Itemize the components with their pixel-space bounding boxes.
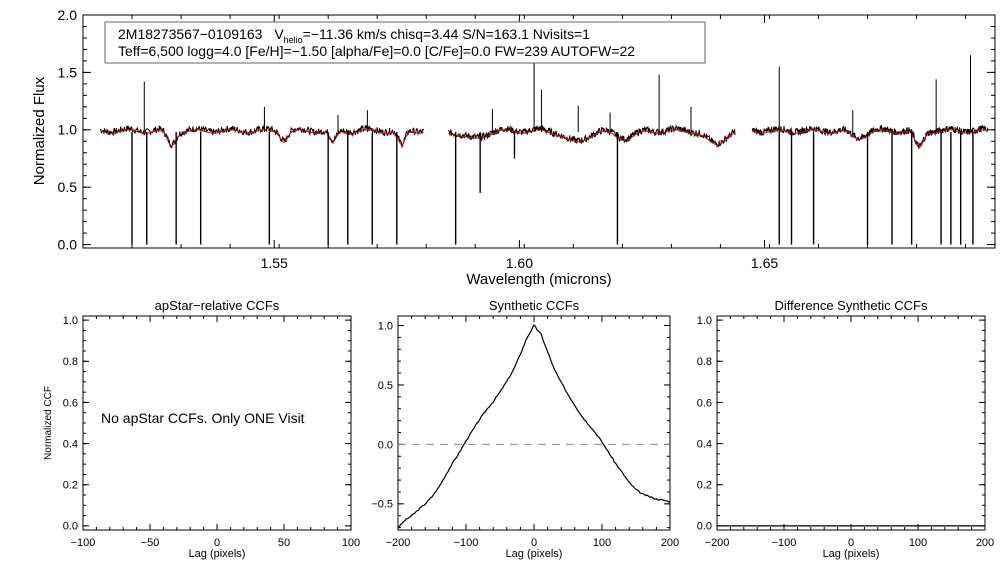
x-tick-label: 100	[342, 537, 360, 549]
y-tick-label: 1.0	[58, 122, 78, 138]
y-tick-label: 0.0	[58, 236, 78, 252]
x-tick-label: −200	[705, 537, 730, 549]
x-tick-label: 0	[214, 537, 220, 549]
ccf-apstar-title: apStar−relative CCFs	[155, 298, 280, 313]
y-tick-label: 0.4	[697, 438, 712, 450]
spectrum-chips	[99, 55, 989, 245]
v-helio-subscript: helio	[284, 35, 303, 45]
x-tick-label: 1.55	[261, 255, 288, 271]
v-helio-prefix: V	[274, 26, 284, 42]
observed-spectrum-chip-3	[751, 124, 989, 149]
ccf-diff-title: Difference Synthetic CCFs	[775, 298, 928, 313]
x-tick-label: −50	[141, 537, 160, 549]
x-tick-label: 200	[661, 537, 679, 549]
ccf-synthetic-lines	[397, 323, 671, 529]
y-tick-label: 0.6	[63, 397, 78, 409]
info-line-1-rest: =−11.36 km/s chisq=3.44 S/N=163.1 Nvisit…	[303, 26, 591, 42]
y-tick-label: 0.5	[378, 380, 393, 392]
y-tick-label: 1.0	[697, 315, 712, 327]
observed-spectrum-chip-2	[447, 124, 736, 148]
y-tick-label: 1.0	[63, 315, 78, 327]
y-tick-label: 0.4	[63, 438, 78, 450]
x-tick-label: −100	[454, 537, 479, 549]
spectrum-xlabel: Wavelength (microns)	[466, 271, 611, 288]
x-tick-label: 100	[593, 537, 611, 549]
y-tick-label: 0.2	[63, 480, 78, 492]
ccf-synthetic-panel: Synthetic CCFs −200 −100 0 100 200 −0.5 0.0 0.5…	[371, 298, 679, 560]
y-tick-label: 1.5	[58, 64, 78, 80]
x-tick-label: 100	[909, 537, 927, 549]
ccf-apstar-panel: apStar−relative CCFs −100 −50 0 50 100 0.0 0.2…	[43, 298, 360, 560]
ccf-apstar-ylabel: Normalized CCF	[43, 386, 54, 460]
model-spectrum-chip-2	[448, 129, 736, 146]
ccf-diff-ticks: −200 −100 0 100 200 0.0 0.2 0.4 0.6 0.8 1.0	[697, 315, 994, 549]
ccf-apstar-xlabel: Lag (pixels)	[189, 548, 246, 560]
x-tick-label: −200	[386, 537, 411, 549]
ccf-synthetic-frame	[397, 315, 671, 531]
x-tick-label: 1.60	[506, 255, 533, 271]
y-tick-label: 0.0	[378, 439, 393, 451]
spectrum-panel: 1.55 1.60 1.65 0.0 0.5 1.0 1.5 2.0 Normalized F…	[31, 7, 996, 288]
y-tick-label: 0.8	[63, 356, 78, 368]
ccf-synthetic-ticks: −200 −100 0 100 200 −0.5 0.0 0.5 1.0	[371, 316, 679, 549]
y-tick-label: −0.5	[371, 499, 393, 511]
model-spectrum-chip-1	[100, 129, 424, 147]
ccf-diff-xlabel: Lag (pixels)	[823, 548, 880, 560]
y-tick-label: 0.0	[697, 521, 712, 533]
info-line-1: 2M18273567−0109163 Vhelio=−11.36 km/s ch…	[118, 26, 590, 45]
x-tick-label: 50	[278, 537, 290, 549]
ccf-synthetic-xlabel: Lag (pixels)	[506, 548, 563, 560]
x-tick-label: 200	[976, 537, 994, 549]
info-line-2: Teff=6,500 logg=4.0 [Fe/H]=−1.50 [alpha/…	[118, 43, 635, 59]
spectrum-ylabel: Normalized Flux	[31, 76, 48, 185]
synthetic-ccf-line	[397, 323, 671, 529]
ccf-apstar-ticks: −100 −50 0 50 100 0.0 0.2 0.4 0.6 0.8 1.0	[63, 315, 360, 549]
ccf-diff-panel: Difference Synthetic CCFs −200 −100 0 100 20…	[697, 298, 994, 560]
ccf-synthetic-title: Synthetic CCFs	[489, 298, 580, 313]
star-id: 2M18273567−0109163	[118, 26, 263, 42]
y-tick-label: 0.0	[63, 521, 78, 533]
observed-spectrum-chip-1	[99, 124, 425, 149]
x-tick-label: 1.65	[751, 255, 778, 271]
y-tick-label: 0.5	[58, 179, 78, 195]
x-tick-label: −100	[71, 537, 96, 549]
y-tick-label: 0.8	[697, 356, 712, 368]
ccf-apstar-message: No apStar CCFs. Only ONE Visit	[101, 410, 305, 426]
ccf-diff-frame	[716, 315, 986, 531]
spectrum-ticks: 1.55 1.60 1.65 0.0 0.5 1.0 1.5 2.0	[58, 7, 995, 271]
info-box	[104, 21, 706, 64]
y-tick-label: 0.2	[697, 480, 712, 492]
x-tick-label: 0	[848, 537, 854, 549]
y-tick-label: 0.6	[697, 397, 712, 409]
y-tick-label: 2.0	[58, 7, 78, 23]
x-tick-label: 0	[531, 537, 537, 549]
spectrum-plot-frame	[82, 14, 996, 249]
x-tick-label: −100	[772, 537, 797, 549]
y-tick-label: 1.0	[378, 320, 393, 332]
